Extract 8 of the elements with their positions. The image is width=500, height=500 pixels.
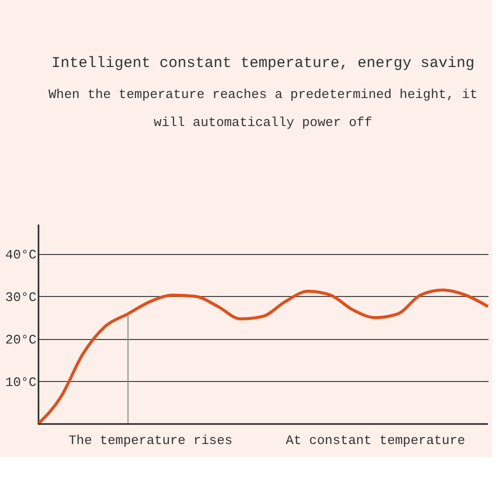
text: The temperature rises [68, 433, 232, 448]
y-tick-label: 40°C [5, 247, 37, 262]
y-tick-label: 20°C [5, 332, 37, 348]
chart-title: Intelligent constant temperature, energy saving [51, 55, 475, 72]
text: At constant temperature [286, 433, 466, 448]
chart-subtitle: When the temperature reaches a predetermined height, it will automatically power off [48, 87, 478, 130]
y-tick-label: 10°C [5, 374, 37, 390]
y-tick-label: 30°C [5, 290, 37, 305]
